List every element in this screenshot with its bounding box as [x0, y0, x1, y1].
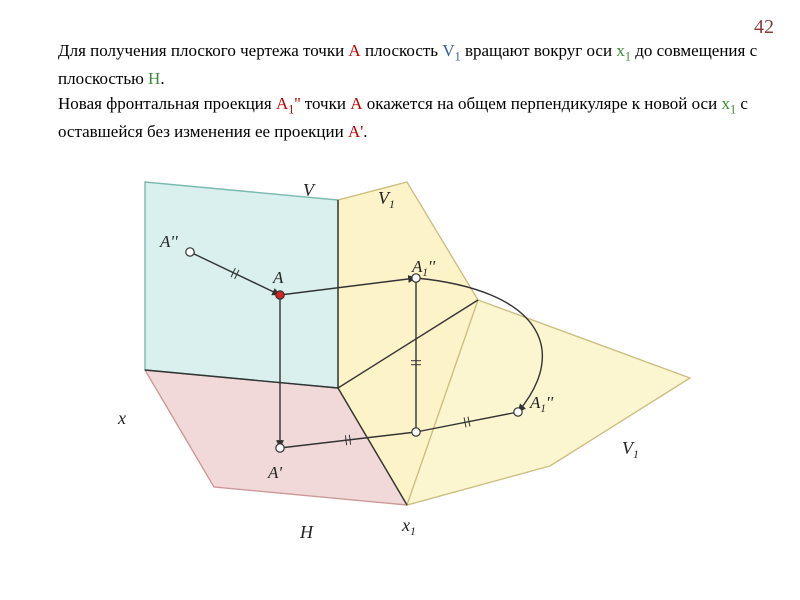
label-6: A'' — [159, 232, 178, 251]
point-A1_mid — [412, 428, 420, 436]
label-7: A — [272, 268, 284, 287]
point-A — [276, 291, 284, 299]
label-0: V — [303, 180, 316, 200]
label-5: x1 — [401, 515, 416, 538]
label-8: A' — [267, 463, 282, 482]
point-A1 — [276, 444, 284, 452]
label-2: V1 — [622, 438, 639, 461]
point-A1_bot — [514, 408, 522, 416]
label-4: x — [117, 408, 126, 428]
point-A2 — [186, 248, 194, 256]
label-3: H — [299, 522, 314, 542]
plane-v — [145, 182, 338, 388]
projection-diagram: VV1V1Hxx1A''AA'A1''A1'' — [0, 0, 800, 600]
